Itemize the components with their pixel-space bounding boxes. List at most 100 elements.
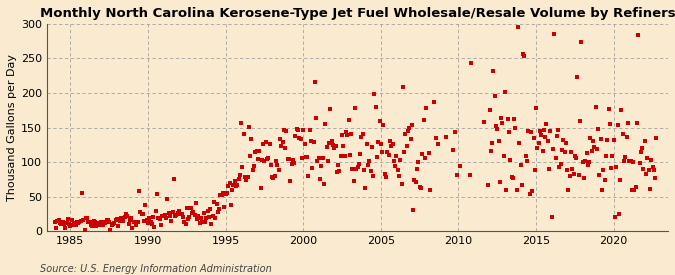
Point bbox=[374, 119, 385, 123]
Point bbox=[217, 193, 227, 197]
Point bbox=[511, 188, 522, 192]
Point bbox=[573, 173, 584, 178]
Point bbox=[186, 211, 197, 216]
Point bbox=[139, 219, 150, 223]
Point bbox=[214, 207, 225, 211]
Point bbox=[625, 158, 636, 163]
Point bbox=[184, 214, 195, 219]
Point bbox=[149, 225, 160, 230]
Point bbox=[238, 132, 249, 136]
Point bbox=[417, 152, 428, 156]
Point bbox=[192, 216, 202, 221]
Point bbox=[77, 191, 88, 195]
Point bbox=[553, 128, 564, 132]
Point bbox=[416, 186, 427, 190]
Point bbox=[220, 192, 231, 197]
Point bbox=[340, 130, 351, 134]
Point bbox=[56, 222, 67, 226]
Point bbox=[325, 107, 335, 111]
Point bbox=[211, 202, 222, 207]
Point bbox=[288, 158, 298, 162]
Point bbox=[190, 200, 201, 205]
Point bbox=[647, 164, 658, 169]
Point bbox=[479, 120, 490, 125]
Point bbox=[572, 75, 583, 79]
Point bbox=[327, 143, 338, 147]
Point bbox=[599, 178, 610, 182]
Point bbox=[146, 222, 157, 226]
Point bbox=[642, 156, 653, 160]
Point bbox=[357, 132, 368, 137]
Point bbox=[82, 216, 92, 220]
Point bbox=[371, 155, 382, 159]
Point bbox=[128, 219, 139, 224]
Point bbox=[119, 215, 130, 220]
Point bbox=[309, 80, 320, 84]
Point bbox=[240, 175, 250, 179]
Point bbox=[69, 220, 80, 225]
Point bbox=[351, 166, 362, 171]
Point bbox=[299, 142, 310, 146]
Point bbox=[122, 214, 133, 219]
Point bbox=[584, 160, 595, 164]
Point bbox=[554, 165, 565, 169]
Point bbox=[315, 177, 325, 181]
Point bbox=[347, 166, 358, 171]
Point bbox=[373, 139, 383, 144]
Point bbox=[452, 172, 462, 177]
Point bbox=[269, 174, 280, 178]
Point bbox=[76, 219, 86, 224]
Point bbox=[502, 117, 513, 122]
Point bbox=[448, 148, 459, 152]
Point bbox=[350, 106, 360, 110]
Point bbox=[501, 188, 512, 192]
Point bbox=[622, 121, 633, 126]
Point bbox=[171, 212, 182, 217]
Point bbox=[484, 108, 495, 112]
Point bbox=[346, 132, 356, 136]
Point bbox=[615, 178, 626, 182]
Point bbox=[230, 179, 240, 183]
Point bbox=[466, 60, 477, 65]
Point bbox=[178, 214, 188, 219]
Point bbox=[285, 179, 296, 183]
Point bbox=[637, 145, 647, 150]
Point bbox=[70, 223, 81, 227]
Point bbox=[619, 159, 630, 163]
Point bbox=[567, 167, 578, 171]
Point bbox=[405, 137, 416, 141]
Point bbox=[161, 216, 171, 220]
Point bbox=[166, 219, 177, 223]
Point bbox=[500, 90, 510, 94]
Point bbox=[504, 130, 514, 135]
Point bbox=[90, 219, 101, 224]
Point bbox=[577, 160, 588, 164]
Point bbox=[360, 185, 371, 190]
Point bbox=[602, 138, 613, 142]
Point bbox=[343, 117, 354, 122]
Point bbox=[103, 218, 113, 222]
Point bbox=[105, 228, 116, 232]
Point bbox=[639, 139, 650, 144]
Point bbox=[289, 161, 300, 166]
Point bbox=[556, 162, 566, 166]
Point bbox=[536, 133, 547, 137]
Point bbox=[364, 159, 375, 163]
Point bbox=[65, 223, 76, 228]
Point bbox=[419, 155, 430, 160]
Point bbox=[173, 209, 184, 214]
Point bbox=[630, 185, 641, 189]
Point bbox=[510, 126, 521, 130]
Point bbox=[310, 116, 321, 120]
Point bbox=[53, 218, 64, 222]
Point bbox=[109, 221, 119, 225]
Point bbox=[59, 222, 70, 226]
Point bbox=[485, 148, 496, 153]
Point bbox=[145, 219, 156, 224]
Point bbox=[320, 122, 331, 127]
Point bbox=[497, 121, 508, 125]
Point bbox=[531, 106, 541, 110]
Point bbox=[335, 154, 346, 158]
Point bbox=[395, 158, 406, 163]
Point bbox=[140, 203, 151, 208]
